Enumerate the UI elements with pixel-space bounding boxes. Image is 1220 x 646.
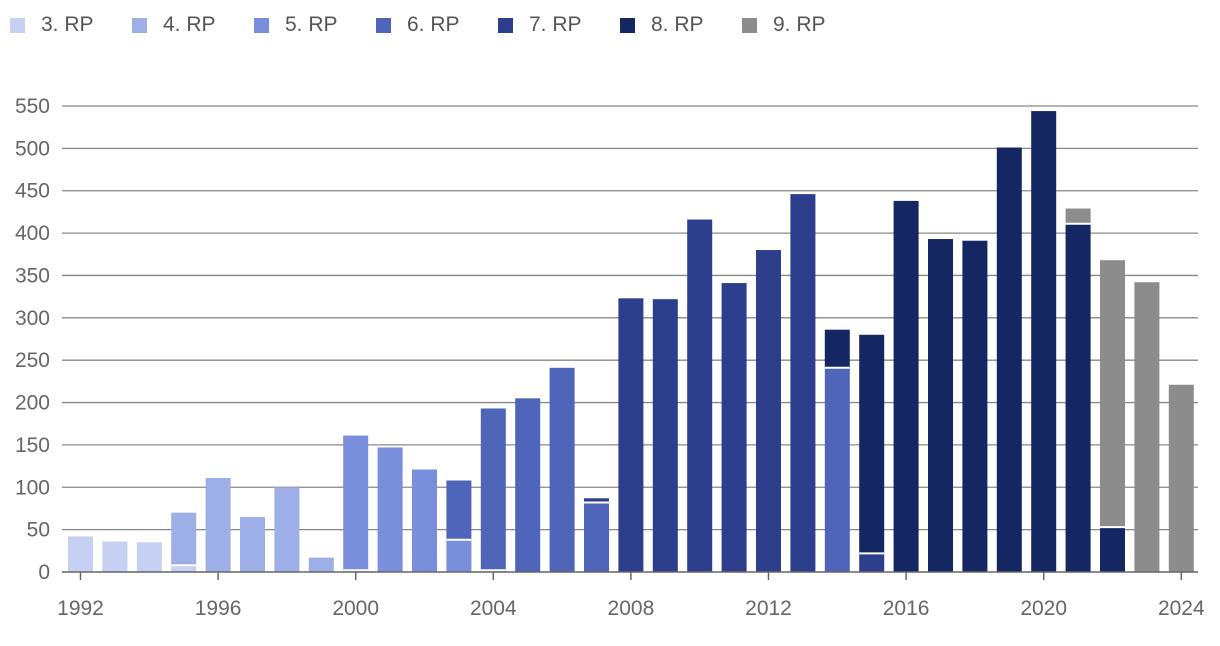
bar-segment xyxy=(859,334,885,554)
bar-segment xyxy=(549,367,575,572)
y-tick-label: 500 xyxy=(15,137,50,160)
bar-segment xyxy=(480,408,506,571)
y-tick-label: 0 xyxy=(38,561,50,584)
bar-segment xyxy=(618,298,644,572)
legend-item: 7. RP xyxy=(498,13,620,37)
legend-item: 9. RP xyxy=(742,13,864,37)
bar-segment xyxy=(928,239,953,572)
legend-label: 3. RP xyxy=(41,13,94,36)
y-tick-label: 250 xyxy=(15,349,50,372)
bar-segment xyxy=(1031,111,1057,573)
y-tick-label: 200 xyxy=(15,392,50,415)
legend-swatch xyxy=(10,17,25,33)
bar-segment xyxy=(1065,223,1091,572)
bar-segment xyxy=(824,329,850,368)
bar-segment xyxy=(171,565,197,572)
axes: 0 50 100 150 200 250 300 350 400 450 500 550 1992 199… xyxy=(15,95,1205,620)
bar-segment xyxy=(446,539,472,572)
x-tick-label: 2020 xyxy=(1020,597,1067,620)
bar-segment xyxy=(790,194,816,572)
x-tick-label: 2000 xyxy=(332,597,379,620)
bar-segment xyxy=(240,516,265,572)
legend-swatch xyxy=(254,17,269,33)
bar-segment xyxy=(1134,282,1160,572)
y-tick-label: 550 xyxy=(15,95,50,118)
bar-segment xyxy=(205,477,231,572)
legend-swatch xyxy=(620,17,635,33)
bar-segment xyxy=(652,299,678,572)
bar-segment xyxy=(996,147,1022,572)
bar-segment xyxy=(859,553,885,572)
chart-legend: 3. RP 4. RP 5. RP 6. RP 7. RP 8. RP 9. RP xyxy=(10,10,864,40)
legend-label: 7. RP xyxy=(529,13,582,36)
bar-segment xyxy=(102,541,128,572)
bar-segment xyxy=(412,469,437,572)
y-tick-label: 400 xyxy=(15,222,50,245)
x-tick-label: 1992 xyxy=(57,597,104,620)
bar-segment xyxy=(584,502,609,572)
legend-item: 6. RP xyxy=(376,13,498,37)
bar-segment xyxy=(1100,527,1125,572)
legend-label: 6. RP xyxy=(407,13,460,36)
y-tick-label: 350 xyxy=(15,264,50,287)
bar-segment xyxy=(756,250,781,572)
bar-segment xyxy=(687,219,713,572)
legend-item: 3. RP xyxy=(10,13,132,37)
bar-segment xyxy=(274,487,300,572)
bar-segment xyxy=(824,367,850,572)
x-tick-label: 2024 xyxy=(1158,597,1205,620)
x-tick-label: 2012 xyxy=(745,597,792,620)
bar-segment xyxy=(584,498,609,503)
bars xyxy=(68,111,1194,573)
legend-label: 5. RP xyxy=(285,13,338,36)
y-tick-label: 50 xyxy=(27,519,50,542)
y-tick-label: 450 xyxy=(15,180,50,203)
bar-segment xyxy=(171,512,197,566)
bar-segment xyxy=(721,283,747,572)
y-tick-label: 100 xyxy=(15,476,50,499)
legend-item: 4. RP xyxy=(132,13,254,37)
x-tick-label: 2016 xyxy=(883,597,930,620)
legend-item: 8. RP xyxy=(620,13,742,37)
bar-segment xyxy=(515,398,541,572)
bar-segment xyxy=(308,557,334,572)
bar-segment xyxy=(446,480,472,540)
y-tick-label: 300 xyxy=(15,307,50,330)
legend-swatch xyxy=(132,17,147,33)
y-tick-label: 150 xyxy=(15,434,50,457)
bar-segment xyxy=(1100,260,1125,528)
bar-segment xyxy=(343,435,369,571)
x-tick-label: 2008 xyxy=(608,597,655,620)
legend-swatch xyxy=(376,17,391,33)
legend-swatch xyxy=(742,17,757,33)
bar-segment xyxy=(1065,208,1091,224)
legend-label: 4. RP xyxy=(163,13,216,36)
legend-item: 5. RP xyxy=(254,13,376,37)
legend-label: 9. RP xyxy=(773,13,826,36)
bar-segment xyxy=(136,542,162,572)
bar-segment xyxy=(68,536,93,572)
x-tick-label: 1996 xyxy=(195,597,242,620)
bar-segment xyxy=(377,447,403,572)
bar-segment xyxy=(962,240,988,572)
legend-label: 8. RP xyxy=(651,13,704,36)
bar-segment xyxy=(1168,384,1194,572)
bar-segment xyxy=(893,200,919,573)
x-tick-label: 2004 xyxy=(470,597,517,620)
legend-swatch xyxy=(498,17,513,33)
